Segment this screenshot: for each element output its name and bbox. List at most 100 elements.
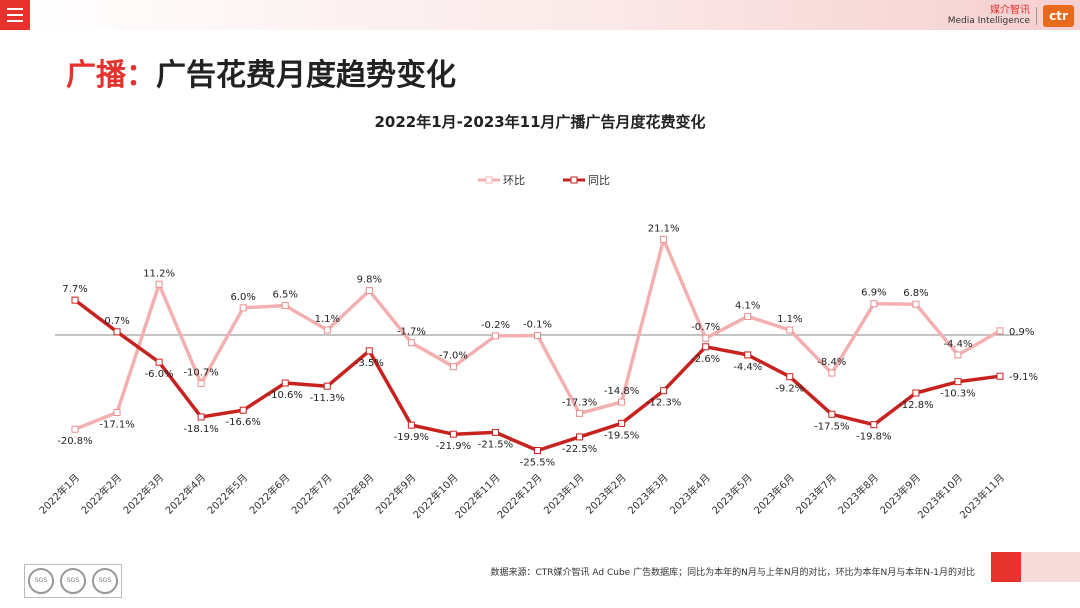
data-point [576, 409, 584, 417]
data-label: -12.3% [646, 398, 681, 409]
legend-marker [485, 176, 493, 184]
x-tick-label: 2022年7月 [289, 471, 335, 517]
data-label: -8.4% [817, 357, 846, 368]
data-label: -17.3% [562, 397, 597, 408]
brand-divider [1036, 7, 1037, 25]
data-point [702, 343, 710, 351]
data-label: 6.0% [230, 292, 255, 303]
data-label: -19.8% [856, 432, 891, 443]
menu-icon[interactable] [0, 0, 30, 30]
data-label: 7.7% [62, 284, 87, 295]
x-tick-label: 2022年8月 [331, 471, 377, 517]
data-point [912, 300, 920, 308]
data-label: -10.7% [183, 367, 218, 378]
data-label: 6.5% [273, 290, 298, 301]
x-tick-label: 2023年4月 [667, 471, 713, 517]
data-point [954, 378, 962, 386]
data-point [323, 326, 331, 334]
data-point [912, 389, 920, 397]
data-label: -17.5% [814, 421, 849, 432]
data-point [870, 300, 878, 308]
data-point [407, 421, 415, 429]
data-label: -1.7% [397, 327, 426, 338]
ctr-logo: ctr [1043, 5, 1074, 27]
data-point [786, 373, 794, 381]
data-label: -7.0% [439, 351, 468, 362]
page-title-text: 广告花费月度趋势变化 [156, 58, 456, 93]
data-label: 1.1% [315, 314, 340, 325]
data-label: -9.1% [1009, 372, 1038, 383]
data-point [996, 327, 1004, 335]
data-point [239, 304, 247, 312]
data-point [323, 382, 331, 390]
data-point [407, 339, 415, 347]
data-label: 21.1% [648, 223, 680, 234]
sgs-badge-icon: SGS [28, 568, 54, 594]
page-title-accent: 广播： [66, 58, 156, 93]
x-tick-label: 2023年1月 [541, 471, 587, 517]
data-point [870, 421, 878, 429]
data-point [786, 326, 794, 334]
page-title: 广播：广告花费月度趋势变化 [66, 50, 456, 94]
data-point [534, 447, 541, 455]
data-label: -0.1% [523, 319, 552, 330]
data-point [113, 328, 121, 336]
data-point [954, 351, 962, 359]
x-tick-label: 2022年4月 [162, 471, 208, 517]
legend-marker [570, 176, 578, 184]
x-tick-label: 2023年7月 [793, 471, 839, 517]
data-label: 0.7% [104, 316, 129, 327]
data-point [281, 302, 289, 310]
x-tick-label: 2023年8月 [835, 471, 881, 517]
x-tick-label: 2022年6月 [247, 471, 293, 517]
data-label: -4.4% [733, 362, 762, 373]
data-point [365, 287, 373, 295]
footer-accent-block [991, 552, 1021, 582]
brand-name-cn: 媒介智讯 [990, 5, 1030, 16]
brand-name-en: Media Intelligence [947, 16, 1030, 26]
data-label: -12.8% [898, 400, 933, 411]
sgs-badge-icon: SGS [60, 568, 86, 594]
x-tick-label: 2022年12月 [494, 471, 544, 521]
data-point [449, 430, 457, 438]
data-label: -4.4% [943, 339, 972, 350]
data-label: -2.6% [691, 354, 720, 365]
top-bar: 媒介智讯 Media Intelligence ctr [0, 0, 1080, 30]
data-point [828, 410, 836, 418]
x-tick-label: 2022年5月 [204, 471, 250, 517]
data-label: -20.8% [57, 436, 92, 447]
footer-accent-block-light [1021, 552, 1080, 582]
sgs-badge-icon: SGS [92, 568, 118, 594]
data-point [155, 358, 163, 366]
data-point [239, 406, 247, 414]
data-label: -0.7% [691, 322, 720, 333]
data-label: 1.1% [777, 314, 802, 325]
data-label: -10.6% [268, 390, 303, 401]
data-label: -17.1% [99, 419, 134, 430]
data-point [155, 280, 163, 288]
data-label: -22.5% [562, 444, 597, 455]
data-label: 6.9% [861, 288, 886, 299]
x-tick-label: 2022年9月 [373, 471, 419, 517]
x-tick-label: 2023年5月 [709, 471, 755, 517]
x-tick-label: 2023年9月 [877, 471, 923, 517]
data-point [449, 363, 457, 371]
data-label: 11.2% [143, 268, 175, 279]
data-label: -9.2% [775, 384, 804, 395]
data-label: -3.5% [355, 358, 384, 369]
chart-title: 2022年1月-2023年11月广播广告月度花费变化 [374, 113, 706, 131]
data-point [281, 379, 289, 387]
data-point [660, 387, 668, 395]
data-label: 4.1% [735, 300, 760, 311]
data-label: -25.5% [520, 458, 555, 469]
data-label: -18.1% [183, 424, 218, 435]
data-point [491, 428, 499, 436]
legend-label: 同比 [588, 174, 610, 187]
data-label: 9.8% [357, 275, 382, 286]
x-tick-label: 2023年3月 [625, 471, 671, 517]
data-point [71, 296, 79, 304]
data-point [618, 419, 626, 427]
data-source-note: 数据来源：CTR媒介智讯 Ad Cube 广告数据库；同比为本年的N月与上年N月… [490, 568, 975, 578]
data-label: 0.9% [1009, 327, 1034, 338]
x-tick-label: 2023年2月 [583, 471, 629, 517]
